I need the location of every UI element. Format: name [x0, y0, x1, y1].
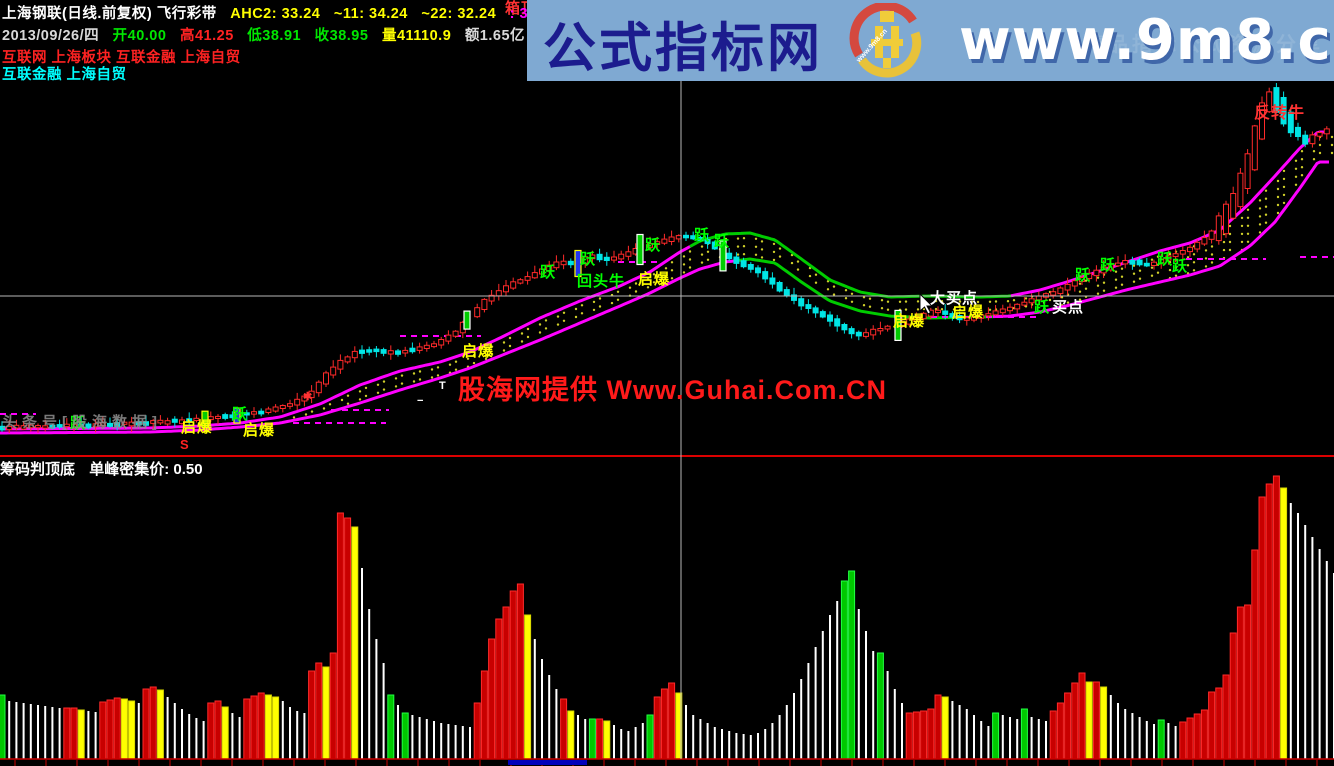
- chart-annotation: 大买点: [930, 290, 979, 307]
- chart-annotation: 启爆: [243, 422, 276, 439]
- chart-annotation: 跃: [1157, 251, 1174, 268]
- date-value: 2013/09/26/四: [2, 28, 100, 44]
- chart-annotation: 跃: [540, 264, 557, 281]
- open-value: 开40.00: [112, 28, 167, 44]
- site-watermark: 股海网提供 Www.Guhai.Com.CN: [458, 375, 887, 405]
- amount-value: 额1.65亿: [464, 28, 526, 44]
- chart-annotation: 跃: [645, 237, 662, 254]
- concept-tags-cyan[interactable]: 互联金融 上海自贸: [2, 67, 127, 83]
- gray-watermark: 头条号[股海数据]: [2, 414, 162, 431]
- chart-annotation: 启爆: [181, 419, 214, 436]
- volume-value: 量41110.9: [381, 28, 452, 44]
- chart-annotation: 启爆: [462, 343, 495, 360]
- indicator-value-2: ~11: 34.24: [333, 6, 408, 22]
- chart-annotation: 启爆: [638, 271, 671, 288]
- chart-annotation: 买点: [1052, 299, 1085, 316]
- high-value: 高41.25: [179, 28, 234, 44]
- indicator-main-value: AHC2: 33.24: [230, 6, 321, 22]
- chart-annotation: 跃: [580, 251, 597, 268]
- chart-annotation: ✱: [303, 391, 314, 403]
- close-value: 收38.95: [314, 28, 369, 44]
- chart-annotation: 跃: [1172, 258, 1189, 275]
- chart-annotation: −: [417, 395, 425, 407]
- indicator-value-3: ~22: 32.24: [421, 6, 497, 22]
- chart-annotation: 跃: [714, 233, 731, 250]
- chart-annotation: 反转牛: [1254, 105, 1306, 122]
- chart-annotation: T: [439, 380, 447, 392]
- chart-annotation: 跃: [70, 415, 87, 432]
- sub-indicator-value: 单峰密集价: 0.50: [89, 461, 203, 478]
- banner-site-name: 公式指标网: [543, 18, 823, 79]
- stock-title: 上海钢联(日线.前复权) 飞行彩带: [2, 6, 217, 22]
- banner-url[interactable]: www.9m8.cn: [959, 8, 1334, 73]
- site-logo-icon: www.9m8.cn: [849, 3, 922, 78]
- chart-annotation: 跃: [232, 406, 249, 423]
- banner-ghost-watermark: 精品指标公式资源分享: [1084, 34, 1324, 56]
- low-value: 低38.91: [247, 28, 302, 44]
- chart-annotation: 跃: [1100, 257, 1117, 274]
- mouse-cursor: [919, 292, 934, 315]
- sub-indicator-name[interactable]: 筹码判顶底: [0, 461, 76, 478]
- chart-annotation: 跃: [1075, 267, 1092, 284]
- chart-annotation: 跃: [694, 227, 711, 244]
- ad-banner[interactable]: 精品指标公式资源分享 公式指标网 www.9m8.cn www.9m8.cn: [527, 0, 1334, 81]
- header-line1: 上海钢联(日线.前复权) 飞行彩带 AHC2: 33.24 ~11: 34.24…: [2, 2, 630, 23]
- sub-indicator-label: 筹码判顶底 单峰密集价: 0.50: [0, 458, 213, 479]
- chart-annotation: 回头牛: [577, 273, 626, 290]
- concept-tags-red[interactable]: 互联网 上海板块 互联金融 上海自贸: [2, 50, 241, 66]
- chart-annotation: 启爆: [893, 313, 926, 330]
- sell-marker: S: [180, 437, 190, 452]
- chart-annotation: 跃: [1034, 299, 1051, 316]
- chart-annotation: 启爆: [952, 304, 985, 321]
